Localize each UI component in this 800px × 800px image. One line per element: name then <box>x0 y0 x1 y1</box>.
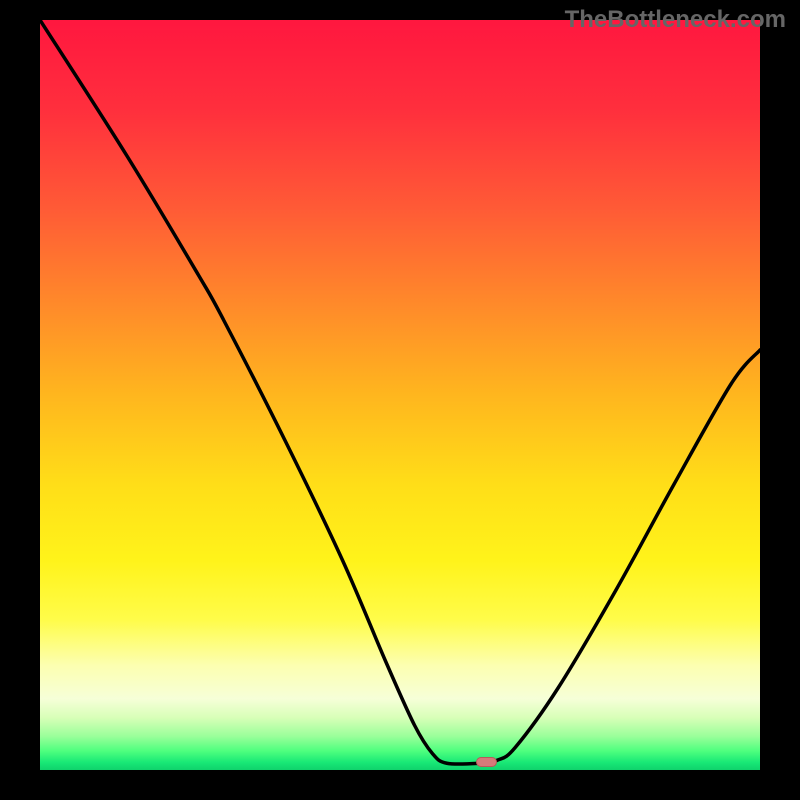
chart-frame: { "watermark": { "text": "TheBottleneck.… <box>0 0 800 800</box>
plot-area <box>40 20 760 770</box>
watermark: TheBottleneck.com <box>565 6 786 34</box>
plot-svg <box>40 20 760 770</box>
optimum-marker <box>476 757 498 767</box>
gradient-background <box>40 20 760 770</box>
